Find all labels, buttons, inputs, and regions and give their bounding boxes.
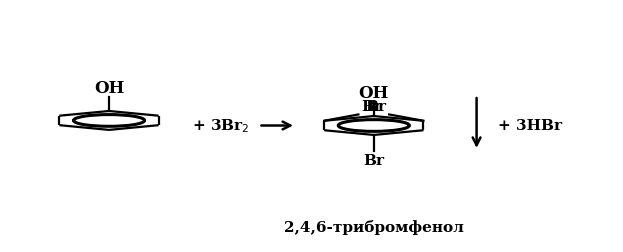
Text: OH: OH	[94, 79, 124, 97]
Text: Br: Br	[365, 100, 386, 114]
Text: Br: Br	[363, 153, 384, 167]
Text: + 3HBr: + 3HBr	[498, 119, 563, 133]
Text: OH: OH	[359, 84, 389, 102]
Text: + 3Br$_2$: + 3Br$_2$	[193, 117, 250, 135]
Text: Br: Br	[361, 100, 383, 114]
Text: 2,4,6-трибромфенол: 2,4,6-трибромфенол	[284, 219, 464, 234]
